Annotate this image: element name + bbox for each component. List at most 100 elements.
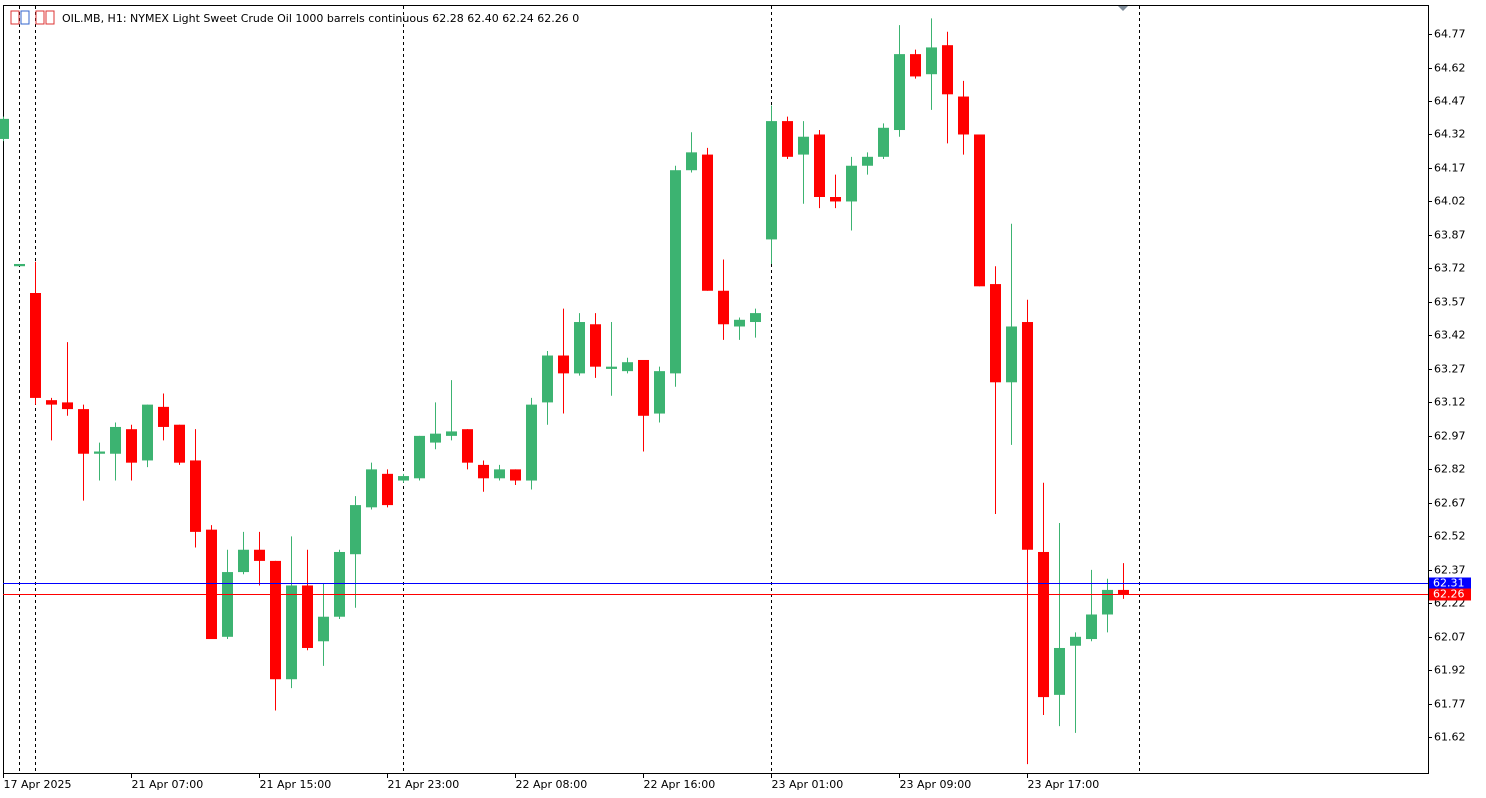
candle-body [894,54,905,131]
candle-body [734,319,745,327]
y-tick-label: 64.02 [1434,195,1466,208]
icon-part [10,10,20,25]
candle-body [910,54,921,77]
candle-body [526,404,537,481]
candle-body [1102,589,1113,615]
candle-body [238,549,249,573]
candle-body [286,585,297,680]
y-tick-label: 63.42 [1434,329,1466,342]
candle-body [606,366,617,369]
candle-body [126,429,137,463]
x-tick-label: 21 Apr 07:00 [132,778,204,791]
y-tick-label: 63.27 [1434,363,1466,376]
candle-body [510,469,521,481]
candle-body [142,404,153,461]
icon-part [20,10,30,25]
candle-body [990,284,1001,383]
y-tick-label: 64.17 [1434,162,1466,175]
y-tick-label: 61.62 [1434,731,1466,744]
candle-body [750,313,761,323]
y-tick-label: 62.97 [1434,430,1466,443]
candle-body [94,451,105,454]
candle-body [430,433,441,443]
candle-body [78,409,89,454]
candle-body [766,121,777,240]
candle-body [0,118,9,139]
icon-part [45,10,55,25]
price-label: 62.31 [1433,577,1465,590]
y-tick-label: 64.62 [1434,62,1466,75]
candle-body [494,469,505,479]
candle-body [174,424,185,463]
candle-body [702,154,713,291]
x-tick-label: 22 Apr 08:00 [516,778,588,791]
candle-body [542,355,553,403]
x-tick-label: 17 Apr 2025 [4,778,72,791]
candle-body [782,121,793,157]
candle-body [878,127,889,157]
candle-body [14,263,25,267]
candle-body [1070,636,1081,646]
y-tick-label: 61.92 [1434,664,1466,677]
x-tick-label: 23 Apr 17:00 [1028,778,1100,791]
candle-body [46,400,57,405]
price-label: 62.26 [1433,588,1465,601]
candle-body [254,549,265,561]
candle-body [558,355,569,374]
candle-body [926,47,937,75]
candle-body [478,464,489,479]
price-label-box [1429,577,1471,590]
candle-body [158,406,169,427]
chart-title: OIL.MB, H1: NYMEX Light Sweet Crude Oil … [62,12,579,25]
icon-part [35,10,45,25]
candle-body [862,156,873,166]
candle-body [30,293,41,398]
candle-body [958,96,969,135]
candle-body [1022,322,1033,550]
plot-frame [3,5,1429,774]
price-label-box [1429,588,1471,601]
y-tick-label: 63.72 [1434,262,1466,275]
candle-body [974,134,985,287]
candle-body [830,197,841,202]
candle-body [206,529,217,640]
y-tick-label: 61.77 [1434,698,1466,711]
x-tick-label: 21 Apr 23:00 [388,778,460,791]
candle-body [334,551,345,617]
candle-body [318,616,329,642]
candle-body [846,165,857,202]
y-tick-label: 62.07 [1434,631,1466,644]
candle-body [798,136,809,155]
candle-body [942,45,953,95]
candle-body [670,170,681,374]
y-tick-label: 62.67 [1434,497,1466,510]
y-tick-label: 62.82 [1434,463,1466,476]
x-tick-label: 21 Apr 15:00 [260,778,332,791]
candle-body [1086,614,1097,640]
candle-body [366,469,377,508]
candle-body [462,429,473,463]
candle-body [350,505,361,555]
y-tick-label: 63.57 [1434,296,1466,309]
x-tick-label: 23 Apr 09:00 [900,778,972,791]
shift-marker [1118,6,1128,11]
candle-body [638,359,649,416]
y-tick-label: 63.87 [1434,229,1466,242]
candle-body [1054,647,1065,695]
candle-body [302,585,313,648]
candle-body [1038,551,1049,698]
candle-body [574,322,585,374]
candle-body [590,324,601,367]
y-tick-label: 64.47 [1434,95,1466,108]
candle-body [398,476,409,481]
y-tick-label: 62.52 [1434,530,1466,543]
candle-body [110,426,121,454]
candle-body [654,371,665,414]
y-tick-label: 64.32 [1434,128,1466,141]
y-tick-label: 63.12 [1434,396,1466,409]
candle-body [1006,326,1017,383]
x-tick-label: 22 Apr 16:00 [644,778,716,791]
candle-body [382,473,393,506]
